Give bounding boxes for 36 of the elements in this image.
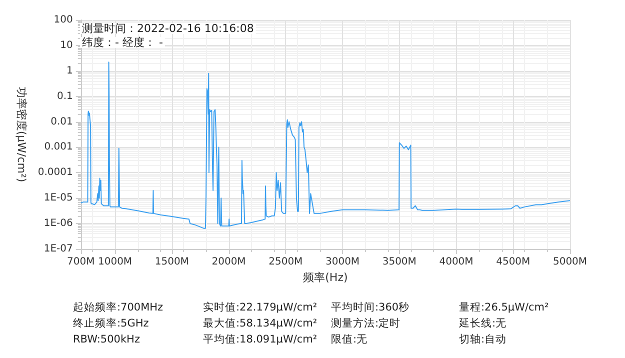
text: 起始频率:700MHz <box>73 300 164 314</box>
y-tick-label: 0.0001 <box>38 167 73 178</box>
text: 终止频率:5GHz <box>73 316 150 330</box>
annotation: 测量时间：2022-02-16 10:16:08 <box>82 22 254 35</box>
x-tick-label: 5000M <box>552 256 588 268</box>
text: 限值:无 <box>331 334 368 346</box>
x-tick-label: 3000M <box>325 256 360 268</box>
x-tick-label: 1000M <box>98 256 132 268</box>
y-tick-label: 100 <box>54 14 73 26</box>
y-tick-label: 1E-06 <box>44 218 73 230</box>
x-axis-title: 频率(Hz) <box>303 270 348 284</box>
y-tick-label: 1E-05 <box>44 192 73 204</box>
x-tick-label: 2500M <box>268 256 303 268</box>
text: 实时值:22.179μW/cm² <box>203 300 318 314</box>
text: 最大值:58.134μW/cm² <box>203 316 318 330</box>
y-tick-label: 0.01 <box>50 116 73 128</box>
y-tick-label: 0.1 <box>56 90 73 102</box>
x-tick-label: 700M <box>67 256 95 268</box>
x-tick-label: 4000M <box>439 256 474 268</box>
y-axis-title: 功率密度(μW/cm²) <box>15 86 28 182</box>
x-tick-label: 3500M <box>382 256 416 268</box>
text: 平均时间:360秒 <box>331 300 410 314</box>
text: 平均值:18.091μW/cm² <box>203 334 318 346</box>
y-tick-label: 0.001 <box>44 142 73 153</box>
text: 延长线:无 <box>458 316 507 330</box>
x-tick-label: 2000M <box>212 256 246 268</box>
annotation: 纬度：- 经度： - <box>82 36 163 49</box>
text: 测量方法:定时 <box>331 316 401 330</box>
y-tick-label: 10 <box>60 40 73 51</box>
text: 切轴:自动 <box>459 332 507 346</box>
y-tick-label: 1E-07 <box>44 244 73 254</box>
x-tick-label: 1500M <box>154 256 189 268</box>
text: 量程:26.5μW/cm² <box>459 302 549 314</box>
text: RBW:500kHz <box>73 334 140 346</box>
y-tick-label: 1 <box>66 65 73 76</box>
x-tick-label: 4500M <box>496 256 530 268</box>
